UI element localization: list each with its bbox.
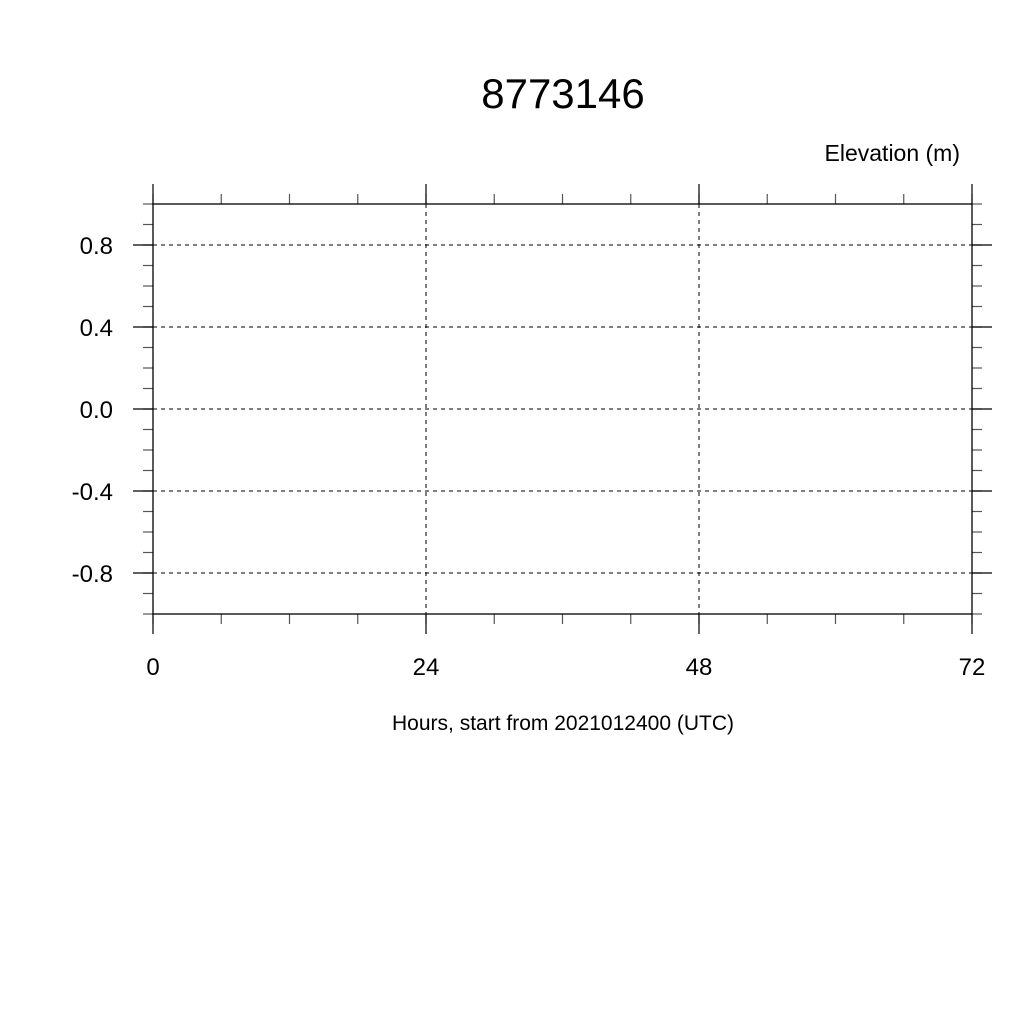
tick-labels: 0 24 48 72 0.8 0.4 0.0 -0.4 -0.8	[72, 233, 986, 681]
x-axis-label: Hours, start from 2021012400 (UTC)	[392, 712, 734, 735]
axis-ticks	[133, 184, 992, 634]
gridlines	[153, 204, 972, 614]
y-tick-label: -0.4	[72, 479, 113, 506]
chart-title: 8773146	[481, 70, 645, 117]
x-tick-label: 72	[959, 654, 986, 681]
y-tick-label: 0.0	[80, 397, 113, 424]
x-tick-label: 0	[146, 654, 159, 681]
y-tick-label: -0.8	[72, 561, 113, 588]
y-tick-label: 0.4	[80, 315, 113, 342]
plot-frame	[152, 203, 973, 615]
y-axis-label: Elevation (m)	[825, 140, 960, 166]
x-tick-label: 24	[413, 654, 440, 681]
y-tick-label: 0.8	[80, 233, 113, 260]
x-tick-label: 48	[686, 654, 713, 681]
